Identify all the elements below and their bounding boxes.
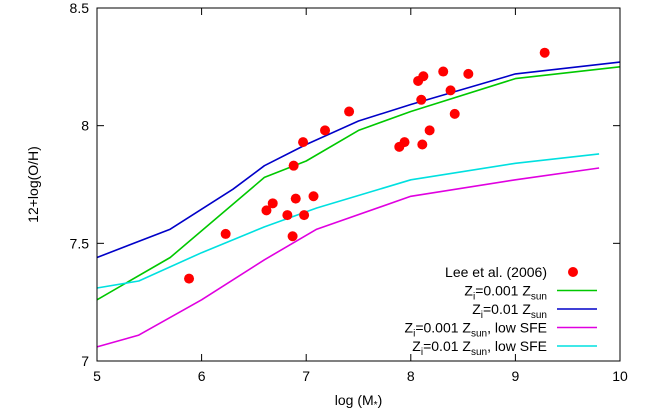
data-point xyxy=(320,125,331,136)
x-tick-label: 10 xyxy=(612,368,628,384)
data-point xyxy=(445,85,456,96)
series-line-3 xyxy=(96,167,600,348)
x-axis-label-sub: * xyxy=(374,400,378,411)
legend-label-part: =0.001 Z xyxy=(415,320,471,336)
data-point xyxy=(417,139,428,150)
data-point xyxy=(424,125,435,136)
data-point xyxy=(418,71,429,82)
legend-label-3: Zi=0.001 Zsun, low SFE xyxy=(405,320,547,340)
x-axis-label-main: log (M xyxy=(335,392,374,408)
plot-area xyxy=(96,47,621,348)
data-point xyxy=(449,108,460,119)
x-axis-label: log (M*) xyxy=(335,392,382,411)
data-point xyxy=(282,210,293,221)
legend-label-4: Zi=0.01 Zsun, low SFE xyxy=(412,338,547,358)
x-tick-label: 7 xyxy=(302,368,310,384)
legend-label-sub: i xyxy=(481,310,483,321)
legend-label-sub: sun xyxy=(471,347,487,358)
plot-frame xyxy=(96,7,621,362)
legend-label-part: Z xyxy=(405,320,414,336)
legend-marker-0 xyxy=(568,267,578,277)
legend-label-sub: i xyxy=(421,347,423,358)
data-point xyxy=(220,228,231,239)
x-tick-label: 6 xyxy=(198,368,206,384)
x-tick-labels: 5 6 7 8 9 10 xyxy=(93,368,628,384)
data-point xyxy=(438,66,449,77)
data-point xyxy=(463,68,474,79)
x-axis-label-close: ) xyxy=(378,392,383,408)
y-axis-label: 12+log(O/H) xyxy=(25,146,41,223)
data-point xyxy=(344,106,355,117)
data-point xyxy=(290,193,301,204)
legend-label-sub: i xyxy=(473,292,475,303)
data-point xyxy=(539,47,550,58)
legend-label-part: =0.001 Z xyxy=(475,283,531,299)
legend-label-part: Z xyxy=(464,283,473,299)
data-point xyxy=(287,231,298,242)
data-point xyxy=(399,137,410,148)
legend-label-sub: sun xyxy=(531,310,547,321)
legend-label-part: =0.01 Z xyxy=(423,338,471,354)
y-tick-labels: 7 7.5 8 8.5 xyxy=(70,0,90,369)
y-tick-label: 8 xyxy=(81,118,89,134)
x-tick-label: 5 xyxy=(93,368,101,384)
data-point xyxy=(261,205,272,216)
y-tick-label: 7 xyxy=(81,353,89,369)
legend-label-part: , low SFE xyxy=(487,338,547,354)
y-tick-label: 8.5 xyxy=(70,0,90,16)
legend-label-part: Z xyxy=(412,338,421,354)
legend-label-1: Zi=0.001 Zsun xyxy=(464,283,547,303)
series-line-1 xyxy=(96,66,621,301)
legend-label-sub: sun xyxy=(531,292,547,303)
legend-label-0: Lee et al. (2006) xyxy=(445,264,547,280)
legend-label-2: Zi=0.01 Zsun xyxy=(472,301,547,321)
x-tick-label: 9 xyxy=(512,368,520,384)
axis-ticks xyxy=(96,7,621,362)
x-tick-label: 8 xyxy=(407,368,415,384)
data-point xyxy=(308,191,319,202)
legend-label-part: Z xyxy=(472,301,481,317)
legend-label-part: =0.01 Z xyxy=(483,301,531,317)
data-point xyxy=(267,198,278,209)
data-point xyxy=(184,273,195,284)
data-point xyxy=(416,94,427,105)
legend-label-sub: i xyxy=(413,329,415,340)
data-point xyxy=(288,160,299,171)
legend-label-part: , low SFE xyxy=(487,320,547,336)
data-point xyxy=(299,210,310,221)
y-tick-label: 7.5 xyxy=(70,235,90,251)
data-point xyxy=(298,137,309,148)
legend-label-sub: sun xyxy=(471,329,487,340)
